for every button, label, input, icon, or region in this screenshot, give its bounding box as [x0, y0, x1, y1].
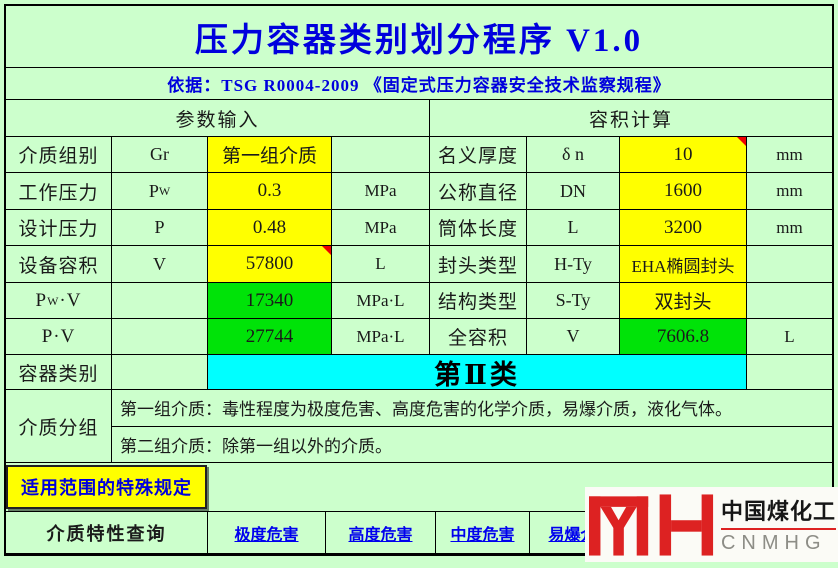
input-equipment-volume[interactable]: 57800 — [208, 246, 332, 282]
unit-shell-length: mm — [776, 217, 803, 237]
input-design-pressure[interactable]: 0.48 — [208, 210, 332, 245]
vessel-category-value: 第Ⅱ类 — [434, 359, 520, 390]
logo-name-cn: 中国煤化工 — [720, 494, 836, 530]
media-group-section: 介质分组 第一组介质：毒性程度为极度危害、高度危害的化学介质，易爆介质，液化气体… — [6, 390, 832, 463]
input-working-pressure[interactable]: 0.3 — [208, 173, 332, 209]
label-vessel-category: 容器类别 — [6, 355, 112, 389]
computed-pw-v: 17340 — [208, 283, 332, 318]
table-row: 介质组别 Gr 第一组介质 名义厚度 δ n 10 mm — [6, 137, 832, 173]
input-structure-type[interactable]: 双封头 — [620, 283, 747, 318]
link-cell: 高度危害 — [326, 512, 436, 553]
unit-medium-group — [332, 137, 430, 172]
label-medium-group: 介质组别 — [6, 137, 112, 172]
input-shell-length[interactable]: 3200 — [620, 210, 747, 245]
media-group-definitions: 第一组介质：毒性程度为极度危害、高度危害的化学介质，易爆介质，液化气体。 第二组… — [112, 390, 832, 462]
cell-empty — [112, 355, 208, 389]
link-medium-hazard[interactable]: 中度危害 — [450, 526, 515, 544]
unit-head-type — [747, 246, 832, 282]
symbol-empty — [112, 319, 208, 354]
basis-text: 依据：TSG R0004-2009 《固定式压力容器安全技术监察规程》 — [167, 76, 671, 95]
input-nominal-thickness[interactable]: 10 — [620, 137, 747, 172]
equipment-volume-value: 57800 — [245, 253, 294, 274]
table-row: P·V 27744 MPa·L 全容积 V 7606.8 L — [6, 319, 832, 355]
unit-equipment-volume: L — [332, 246, 430, 282]
symbol-v-total: V — [527, 319, 620, 354]
symbol-delta-n: δ n — [527, 137, 620, 172]
cell-empty — [747, 355, 832, 389]
section-header-parameters: 参数输入 — [6, 100, 430, 136]
cnmhg-logo: 中国煤化工 CNMHG — [585, 487, 838, 562]
input-head-type[interactable]: EHA椭圆封头 — [620, 246, 747, 282]
symbol-gr: Gr — [112, 137, 208, 172]
section-header-volume: 容积计算 — [588, 109, 673, 131]
symbol-empty — [112, 283, 208, 318]
link-cell: 极度危害 — [208, 512, 326, 553]
link-cell: 中度危害 — [436, 512, 530, 553]
label-media-property-query: 介质特性查询 — [6, 512, 208, 553]
basis-bar: 依据：TSG R0004-2009 《固定式压力容器安全技术监察规程》 — [6, 68, 832, 100]
special-rules-row: 适用范围的特殊规定 — [6, 463, 832, 512]
section-header-row: 参数输入 容积计算 — [6, 100, 832, 137]
worksheet: 压力容器类别划分程序 V1.0 依据：TSG R0004-2009 《固定式压力… — [4, 4, 834, 556]
label-nominal-diameter: 公称直径 — [430, 173, 527, 209]
link-high-hazard[interactable]: 高度危害 — [348, 526, 413, 544]
symbol-h-ty: H-Ty — [527, 246, 620, 282]
symbol-s-ty: S-Ty — [527, 283, 620, 318]
link-extreme-hazard[interactable]: 极度危害 — [234, 526, 299, 544]
media-group-2-definition: 第二组介质：除第一组以外的介质。 — [120, 436, 392, 456]
media-group-1-definition: 第一组介质：毒性程度为极度危害、高度危害的化学介质，易爆介质，液化气体。 — [112, 390, 832, 427]
logo-name-en: CNMHG — [720, 532, 827, 554]
unit-working-pressure: MPa — [332, 173, 430, 209]
symbol-dn: DN — [527, 173, 620, 209]
comment-marker-icon — [737, 137, 746, 146]
result-vessel-category: 第Ⅱ类 — [208, 355, 747, 389]
table-row: 设计压力 P 0.48 MPa 筒体长度 L 3200 mm — [6, 210, 832, 246]
title-bar: 压力容器类别划分程序 V1.0 — [6, 6, 832, 68]
unit-nominal-diameter: mm — [776, 181, 803, 200]
page-title: 压力容器类别划分程序 V1.0 — [194, 22, 644, 59]
unit-design-pressure: MPa — [332, 210, 430, 245]
label-working-pressure: 工作压力 — [6, 173, 112, 209]
label-total-volume: 全容积 — [430, 319, 527, 354]
comment-marker-icon — [322, 246, 331, 255]
computed-total-volume: 7606.8 — [620, 319, 747, 354]
cnmhg-logo-mark-icon — [589, 493, 714, 556]
table-row: P W ·V 17340 MPa·L 结构类型 S-Ty 双封头 — [6, 283, 832, 319]
symbol-p: P — [112, 210, 208, 245]
nominal-thickness-value: 10 — [673, 143, 693, 165]
input-nominal-diameter[interactable]: 1600 — [620, 173, 747, 209]
table-row: 设备容积 V 57800 L 封头类型 H-Ty EHA椭圆封头 — [6, 246, 832, 283]
label-design-pressure: 设计压力 — [6, 210, 112, 245]
label-nominal-thickness: 名义厚度 — [430, 137, 527, 172]
label-equipment-volume: 设备容积 — [6, 246, 112, 282]
symbol-v: V — [112, 246, 208, 282]
cnmhg-logo-text: 中国煤化工 CNMHG — [720, 494, 836, 555]
unit-total-volume: L — [784, 326, 795, 346]
special-rules-button[interactable]: 适用范围的特殊规定 — [6, 465, 207, 509]
computed-p-v: 27744 — [208, 319, 332, 354]
unit-p-v: MPa·L — [332, 319, 430, 354]
label-p-v: P·V — [6, 319, 112, 354]
unit-pw-v: MPa·L — [332, 283, 430, 318]
label-media-grouping: 介质分组 — [6, 390, 112, 462]
input-medium-group[interactable]: 第一组介质 — [208, 137, 332, 172]
unit-structure-type — [747, 283, 832, 318]
category-row: 容器类别 第Ⅱ类 — [6, 355, 832, 390]
label-structure-type: 结构类型 — [430, 283, 527, 318]
unit-nominal-thickness: mm — [776, 144, 803, 164]
label-shell-length: 筒体长度 — [430, 210, 527, 245]
symbol-l: L — [527, 210, 620, 245]
label-pw-v: P W ·V — [6, 283, 112, 318]
label-head-type: 封头类型 — [430, 246, 527, 282]
media-query-row: 介质特性查询 极度危害 高度危害 中度危害 易爆介质 — [6, 512, 832, 553]
